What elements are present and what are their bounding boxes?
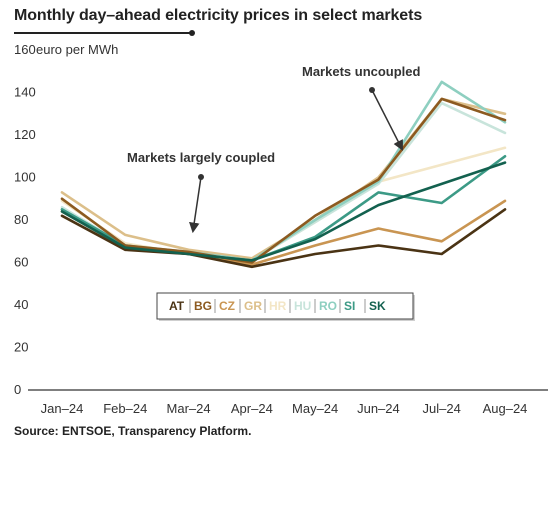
series-line-cz xyxy=(60,199,507,266)
legend-item-gr: GR xyxy=(244,299,262,313)
legend-item-ro: RO xyxy=(319,299,337,313)
x-tick-label: Jun–24 xyxy=(357,401,400,416)
annotation-arrow-uncoupled xyxy=(371,89,403,151)
y-tick-label: 140 xyxy=(14,85,36,100)
x-tick-label: Jul–24 xyxy=(423,401,461,416)
legend-item-at: AT xyxy=(169,299,185,313)
y-tick-label: 160 xyxy=(14,42,36,57)
legend-item-cz: CZ xyxy=(219,299,235,313)
annotation-arrow-coupled xyxy=(189,176,202,234)
chart-title: Monthly day–ahead electricity prices in … xyxy=(14,7,423,24)
x-tick-label: Aug–24 xyxy=(483,401,528,416)
series-line-bg xyxy=(60,97,507,264)
annotation-coupled: Markets largely coupled xyxy=(127,150,275,165)
series-line-gr xyxy=(60,97,507,260)
title-underline xyxy=(14,32,190,34)
x-tick-label: Mar–24 xyxy=(167,401,211,416)
y-tick-label: 120 xyxy=(14,127,36,142)
legend: AT BG CZ GR HR HU RO SI SK xyxy=(156,292,415,321)
annotation-uncoupled: Markets uncoupled xyxy=(302,64,421,79)
legend-item-hu: HU xyxy=(294,299,311,313)
y-tick-label: 0 xyxy=(14,382,21,397)
legend-item-bg: BG xyxy=(194,299,212,313)
y-axis-label: euro per MWh xyxy=(36,42,118,57)
y-tick-label: 60 xyxy=(14,255,28,270)
legend-box xyxy=(156,292,414,320)
source-note: Source: ENTSOE, Transparency Platform. xyxy=(14,424,251,438)
x-tick-label: Feb–24 xyxy=(103,401,147,416)
series-line-sk xyxy=(60,161,507,262)
y-tick-label: 20 xyxy=(14,340,28,355)
legend-item-hr: HR xyxy=(269,299,287,313)
x-tick-label: Apr–24 xyxy=(231,401,273,416)
y-tick-label: 40 xyxy=(14,297,28,312)
y-tick-label: 100 xyxy=(14,170,36,185)
series-line-at xyxy=(60,208,507,269)
title-underline-dot xyxy=(189,30,195,36)
legend-item-sk: SK xyxy=(369,299,386,313)
x-tick-label: May–24 xyxy=(292,401,338,416)
x-tick-label: Jan–24 xyxy=(41,401,84,416)
legend-item-si: SI xyxy=(344,299,355,313)
y-tick-label: 80 xyxy=(14,212,28,227)
